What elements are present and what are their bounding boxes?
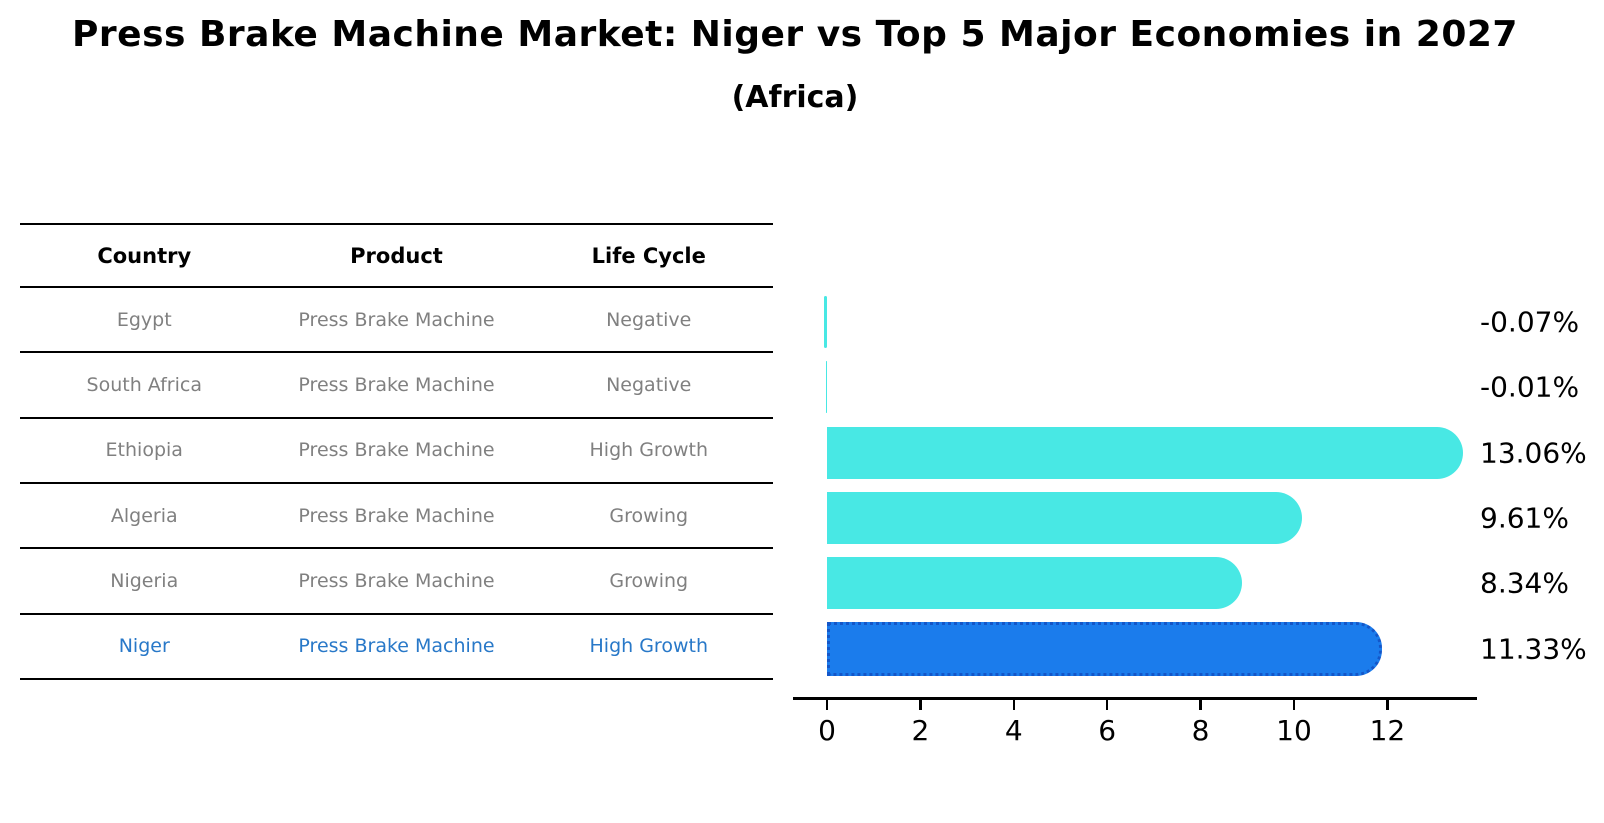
x-axis-tick-label: 4 xyxy=(1004,714,1023,747)
x-axis-tick-mark xyxy=(919,700,922,710)
table-cell-country: South Africa xyxy=(86,373,202,396)
table-row: Niger Press Brake Machine High Growth xyxy=(20,615,773,680)
bar-egypt xyxy=(823,296,827,348)
bar-value-label: 9.61% xyxy=(1480,501,1569,535)
bar-value-label: 13.06% xyxy=(1480,436,1587,470)
table-cell-life-cycle: High Growth xyxy=(589,635,708,658)
bar-nigeria xyxy=(827,557,1243,610)
table-cell-country: Ethiopia xyxy=(105,439,183,462)
x-axis-tick-label: 2 xyxy=(911,714,930,747)
table-cell-product: Press Brake Machine xyxy=(298,569,495,592)
table-cell-product: Press Brake Machine xyxy=(298,439,495,462)
bar-value-label: 11.33% xyxy=(1480,632,1587,666)
x-axis-tick-mark xyxy=(1199,700,1202,710)
bar-niger xyxy=(827,621,1383,676)
x-axis-tick-mark xyxy=(1386,700,1389,710)
table-cell-life-cycle: Growing xyxy=(609,569,689,592)
table-header-country: Country xyxy=(97,243,192,268)
x-axis-tick-mark xyxy=(1292,700,1296,710)
table-cell-country: Niger xyxy=(118,635,170,658)
bar-algeria xyxy=(827,491,1302,544)
table-row: Algeria Press Brake Machine Growing xyxy=(20,484,773,550)
table-header-row: Country Product Life Cycle xyxy=(20,223,773,288)
table-cell-life-cycle: Negative xyxy=(606,373,692,396)
chart-title: Press Brake Machine Market: Niger vs Top… xyxy=(72,14,1518,55)
table-cell-life-cycle: Growing xyxy=(609,504,689,527)
x-axis-tick-mark xyxy=(1105,700,1109,710)
table-row: Ethiopia Press Brake Machine High Growth xyxy=(20,419,773,484)
x-axis-tick-label: 12 xyxy=(1369,714,1406,747)
x-axis-line xyxy=(793,697,1477,700)
table-row: Egypt Press Brake Machine Negative xyxy=(20,288,773,354)
table-cell-product: Press Brake Machine xyxy=(298,635,495,658)
table-cell-life-cycle: Negative xyxy=(606,308,692,331)
x-axis-tick-label: 6 xyxy=(1098,714,1117,747)
table-cell-country: Nigeria xyxy=(110,569,179,592)
table-row: Nigeria Press Brake Machine Growing xyxy=(20,549,773,615)
bar-value-label: -0.07% xyxy=(1480,305,1580,339)
x-axis-tick-label: 8 xyxy=(1191,714,1210,747)
bar-value-label: 8.34% xyxy=(1480,566,1569,600)
table-cell-product: Press Brake Machine xyxy=(298,373,495,396)
table-cell-country: Algeria xyxy=(110,504,178,527)
bar-ethiopia xyxy=(827,426,1463,479)
x-axis-tick-label: 0 xyxy=(818,714,836,747)
bar-chart: 0 2 4 6 8 10 12 -0.07% -0.01% 13.06% 9.6 xyxy=(775,222,1604,802)
x-axis-tick-mark xyxy=(825,700,829,710)
table-header-life-cycle: Life Cycle xyxy=(591,243,706,268)
bar-south-africa xyxy=(825,361,827,414)
table-cell-life-cycle: High Growth xyxy=(589,439,708,462)
bar-value-label: -0.01% xyxy=(1480,370,1580,404)
x-axis-tick-label: 10 xyxy=(1276,714,1312,747)
table-row: South Africa Press Brake Machine Negativ… xyxy=(20,353,773,419)
table-cell-product: Press Brake Machine xyxy=(298,504,495,527)
x-axis-tick-mark xyxy=(1012,700,1016,710)
chart-subtitle: (Africa) xyxy=(731,80,859,115)
comparison-table: Country Product Life Cycle Egypt Press B… xyxy=(20,223,773,680)
table-header-product: Product xyxy=(350,243,443,268)
table-cell-country: Egypt xyxy=(116,308,172,331)
table-cell-product: Press Brake Machine xyxy=(298,308,495,331)
